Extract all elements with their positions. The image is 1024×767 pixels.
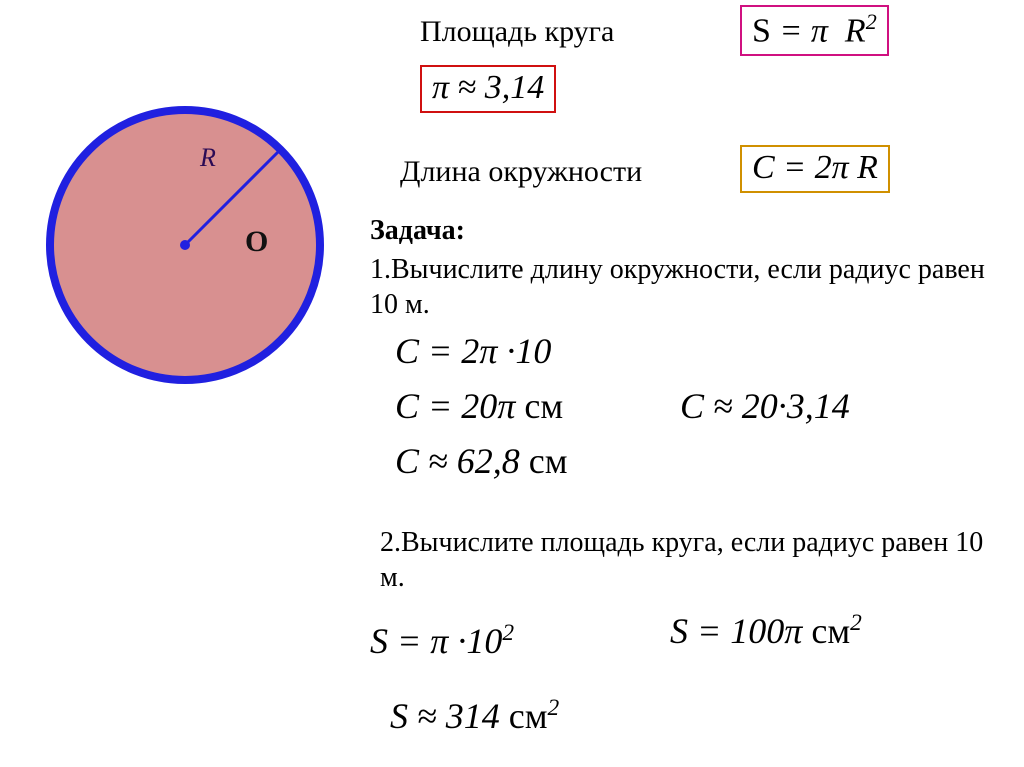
task-q1: 1.Вычислите длину окружности, если радиу… [370, 252, 990, 322]
eq-c4: C ≈ 62,8 см [395, 440, 568, 482]
circle-diagram [40, 100, 330, 390]
center-label: O [245, 225, 268, 259]
circle-svg [40, 100, 330, 390]
center-dot [180, 240, 190, 250]
eq-s3: S ≈ 314 см2 [390, 695, 559, 737]
eq-s1: S = π ·102 [370, 620, 514, 662]
eq-c3: C ≈ 20·3,14 [680, 385, 850, 427]
title-area: Площадь круга [420, 15, 614, 49]
formula-area: S = π R2 [740, 5, 889, 56]
eq-s2: S = 100π см2 [670, 610, 862, 652]
task-heading: Задача: [370, 215, 465, 247]
eq-c2: C = 20π см [395, 385, 563, 427]
task-q2: 2.Вычислите площадь круга, если радиус р… [380, 525, 1000, 595]
eq-c1: C = 2π ·10 [395, 330, 551, 372]
formula-circumference: C = 2π R [740, 145, 890, 193]
title-circumference: Длина окружности [400, 155, 642, 189]
radius-label: R [200, 143, 216, 173]
formula-pi: π ≈ 3,14 [420, 65, 556, 113]
